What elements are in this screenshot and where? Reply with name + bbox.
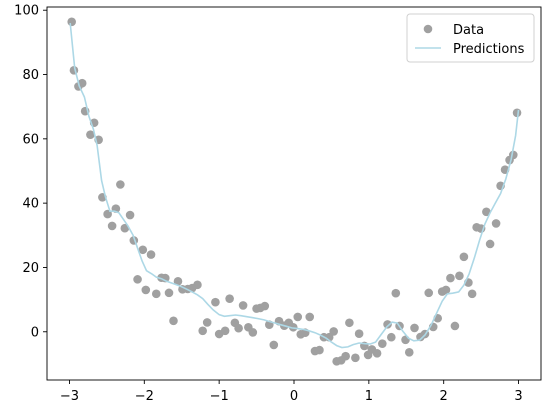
data-point [146, 250, 156, 259]
predictions-line [69, 23, 520, 349]
data-point [391, 288, 401, 298]
data-point [467, 289, 477, 299]
data-point [120, 223, 130, 233]
x-tick-label: −2 [135, 389, 154, 404]
data-point [383, 320, 392, 329]
data-point [315, 345, 324, 355]
data-point [125, 210, 135, 220]
x-tick-label: −3 [60, 389, 79, 404]
data-point [225, 294, 234, 303]
x-tick-label: 2 [440, 389, 448, 404]
data-point [67, 17, 76, 27]
y-tick-label: 20 [22, 261, 39, 276]
data-point [133, 275, 142, 284]
data-point [269, 340, 279, 350]
data-point [401, 335, 410, 345]
y-tick-label: 60 [22, 132, 39, 147]
y-tick-label: 80 [22, 68, 39, 83]
x-tick-label: 1 [365, 389, 373, 404]
y-tick-label: 0 [31, 325, 39, 340]
data-point [138, 245, 148, 255]
legend-box [406, 13, 535, 63]
data-point [450, 321, 460, 331]
data-point [354, 329, 364, 338]
data-point [116, 180, 125, 189]
data-point [404, 348, 414, 357]
data-point [485, 239, 495, 249]
legend-data-marker [423, 24, 433, 34]
data-point [305, 312, 315, 322]
axes: −3 −2 −1 0 1 2 3 0 20 40 60 80 100 [14, 4, 542, 404]
data-point [378, 339, 387, 348]
legend-data-label: Data [453, 23, 484, 38]
data-point [173, 276, 183, 286]
data-point [169, 316, 178, 326]
x-tick-label: 3 [514, 389, 522, 404]
x-tick-label: −1 [210, 389, 229, 404]
data-point [193, 280, 202, 290]
data-point [351, 353, 360, 363]
data-point [202, 318, 212, 327]
data-point [288, 322, 298, 332]
legend: Data Predictions [406, 13, 535, 63]
x-tick-label: 0 [290, 389, 298, 404]
data-point [260, 301, 270, 311]
data-point [234, 323, 243, 333]
data-point [86, 130, 95, 139]
data-point [387, 332, 396, 342]
data-point [341, 351, 350, 361]
data-point [141, 285, 151, 295]
plot-area [67, 17, 522, 366]
data-point [459, 252, 469, 262]
data-point [151, 289, 161, 299]
data-point [77, 78, 87, 88]
data-point [329, 327, 338, 336]
data-point [455, 271, 464, 281]
y-tick-label: 100 [14, 4, 39, 19]
data-point [164, 288, 174, 298]
data-point [107, 221, 117, 231]
data-point [211, 297, 220, 307]
data-point [424, 288, 434, 298]
data-point [410, 323, 419, 333]
data-point [491, 219, 501, 228]
data-point [238, 301, 248, 310]
data-point [293, 312, 303, 322]
data-point [220, 326, 230, 336]
data-point [248, 328, 258, 337]
data-point [482, 207, 491, 217]
data-point [372, 349, 382, 358]
legend-predictions-label: Predictions [453, 42, 525, 57]
y-tick-label: 40 [22, 197, 39, 212]
data-point [441, 285, 451, 295]
data-point [446, 273, 455, 283]
data-point [198, 326, 207, 336]
data-point [345, 318, 354, 328]
